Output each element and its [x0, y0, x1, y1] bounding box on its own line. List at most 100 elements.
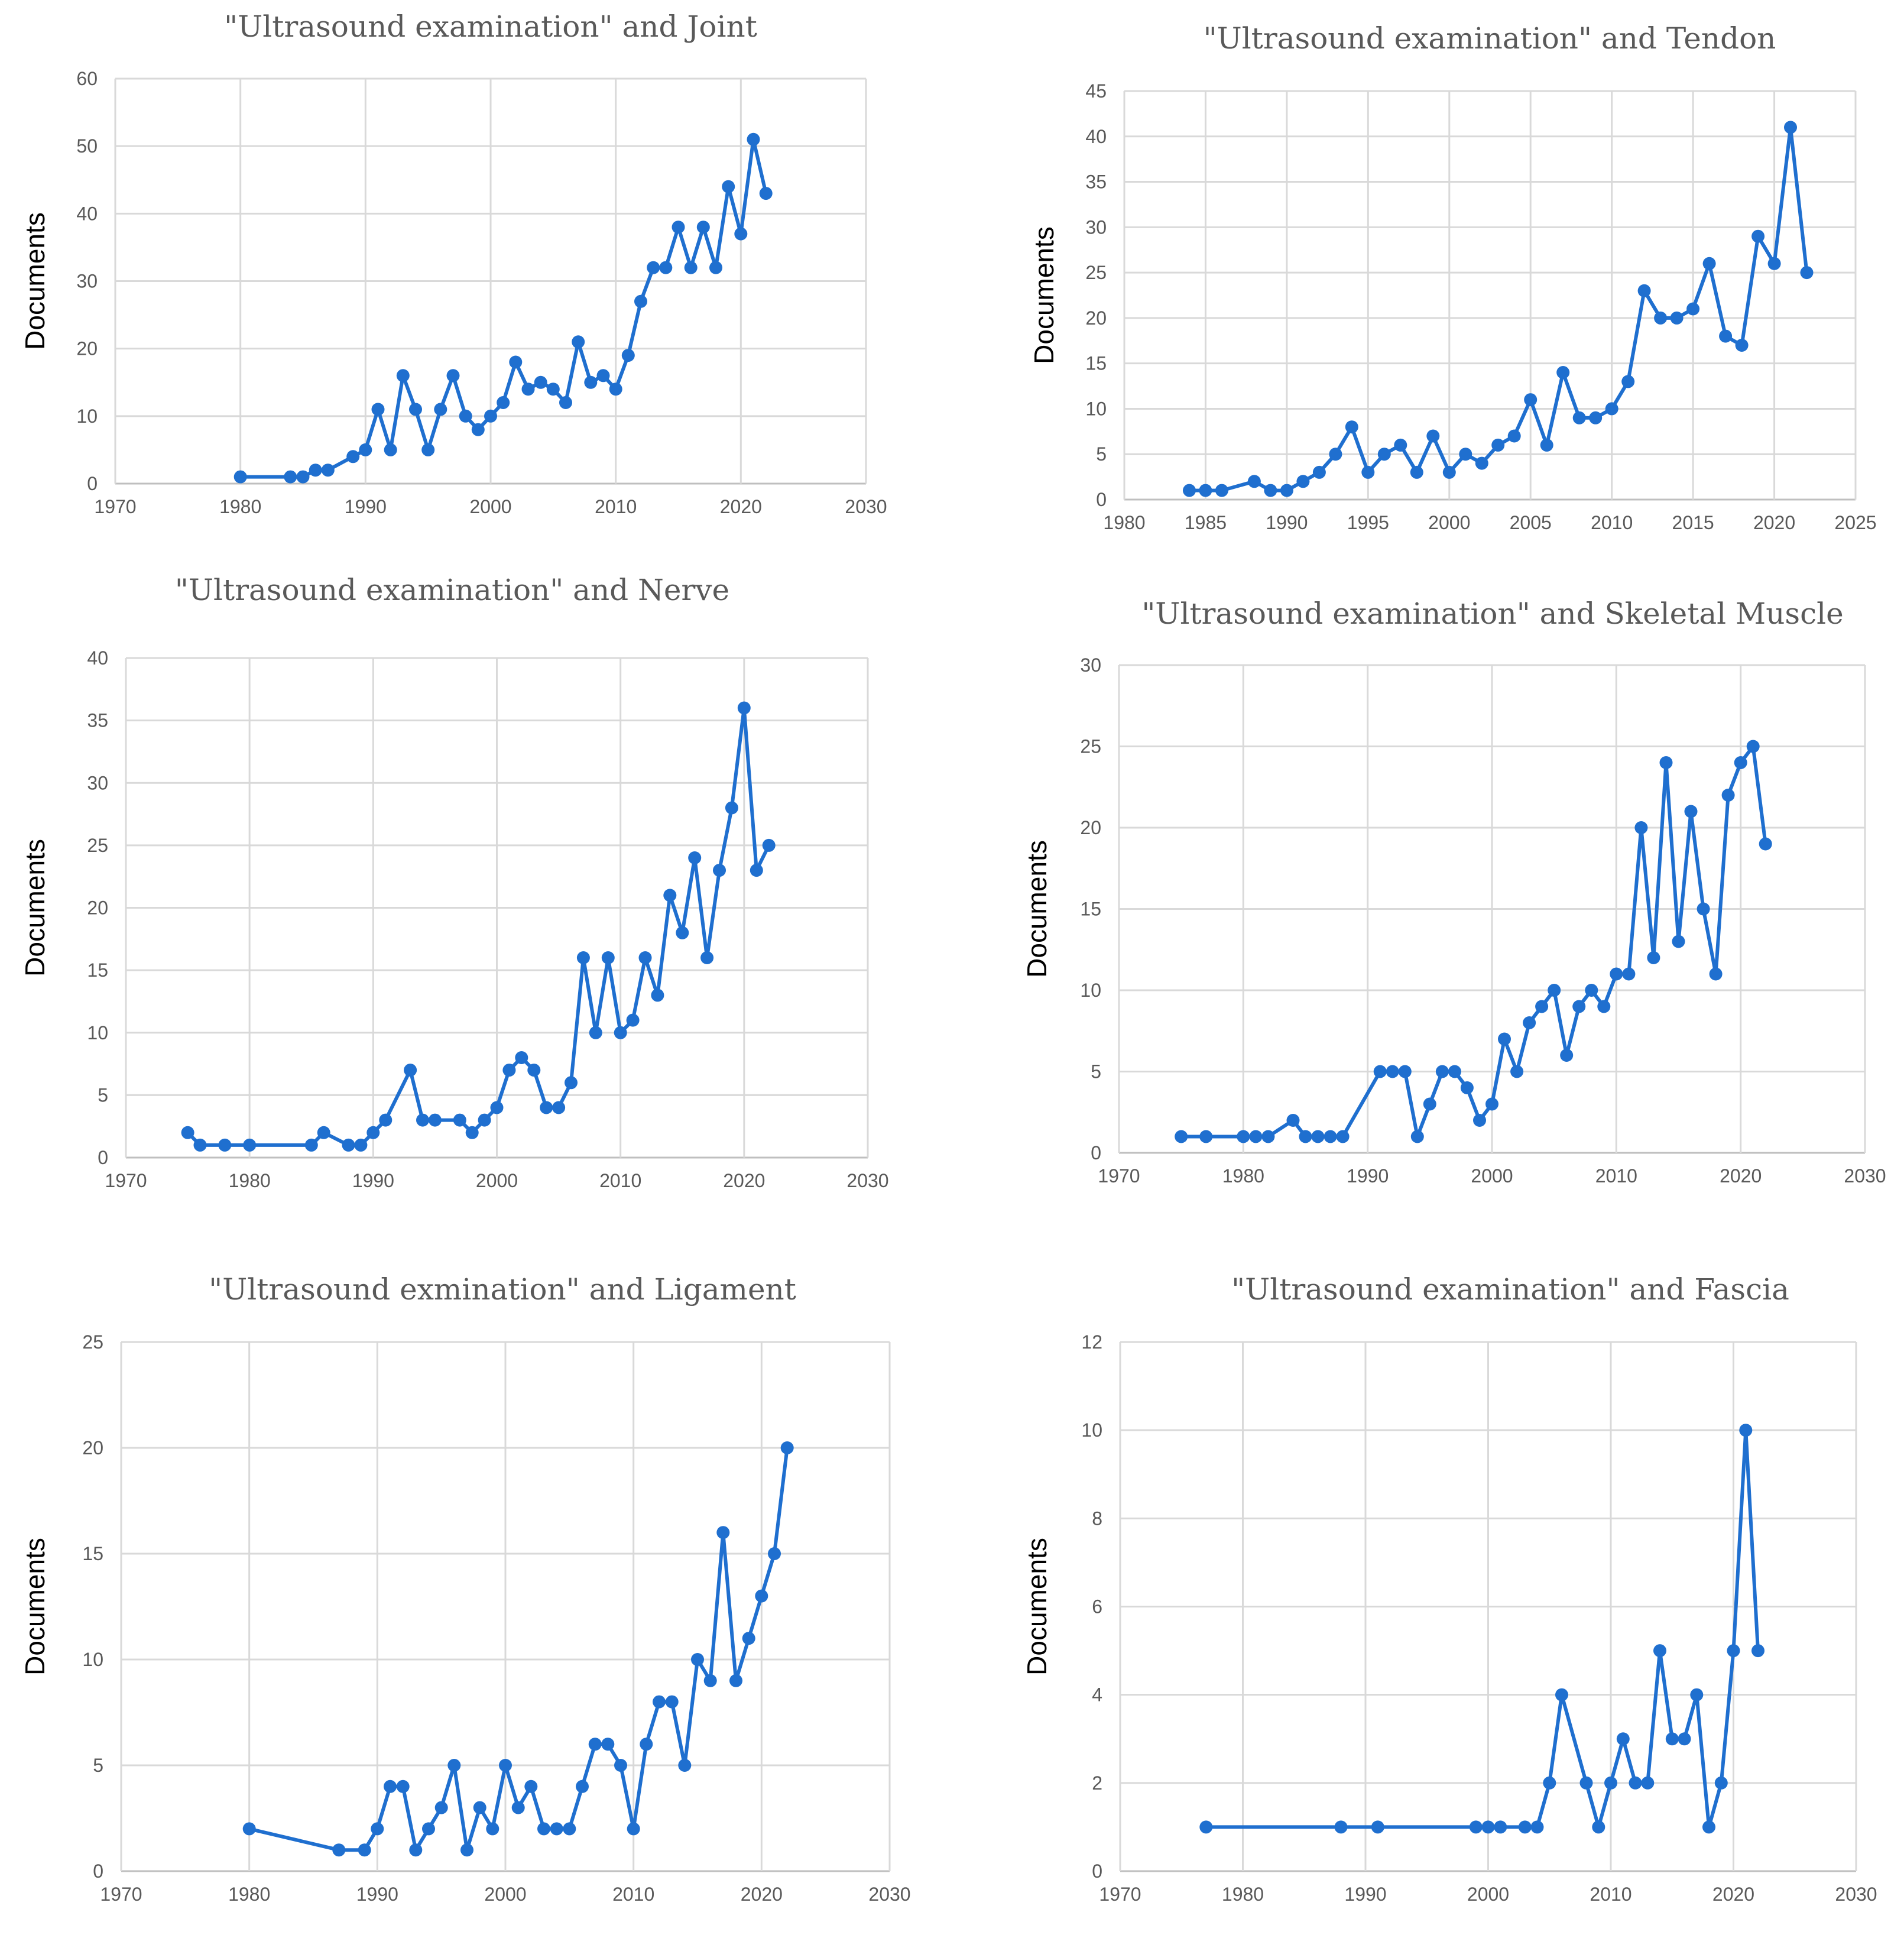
- x-tick-label: 2010: [612, 1884, 654, 1905]
- data-point: [1311, 1130, 1325, 1143]
- data-point: [309, 464, 322, 477]
- data-point: [193, 1138, 207, 1152]
- data-point: [1800, 266, 1814, 280]
- data-point: [540, 1101, 553, 1114]
- y-tick-label: 8: [1092, 1508, 1102, 1529]
- x-tick-label: 2030: [1835, 1884, 1877, 1905]
- data-point: [358, 1843, 371, 1857]
- data-point: [471, 423, 485, 436]
- data-point: [1377, 448, 1391, 461]
- data-point: [465, 1126, 479, 1139]
- x-tick-label: 1995: [1347, 512, 1389, 533]
- data-point: [1423, 1097, 1436, 1111]
- data-point: [647, 261, 660, 274]
- x-tick-label: 2020: [723, 1170, 765, 1191]
- data-point: [1653, 1644, 1666, 1658]
- x-tick-label: 2010: [1591, 512, 1633, 533]
- data-point: [1473, 1114, 1486, 1127]
- data-point: [1727, 1644, 1740, 1658]
- data-point: [499, 1759, 512, 1772]
- data-point: [502, 1064, 516, 1077]
- y-tick-label: 25: [87, 835, 108, 856]
- x-tick-label: 2030: [846, 1170, 888, 1191]
- x-tick-label: 2000: [469, 496, 511, 517]
- data-point: [1721, 789, 1735, 802]
- x-tick-label: 1990: [1344, 1884, 1386, 1905]
- data-point: [1448, 1065, 1461, 1078]
- y-axis-label: Documents: [1021, 840, 1052, 978]
- data-point: [181, 1126, 194, 1139]
- x-tick-label: 2020: [1720, 1165, 1762, 1187]
- x-tick-label: 2000: [1467, 1884, 1509, 1905]
- data-point: [511, 1801, 525, 1814]
- data-point: [684, 261, 698, 274]
- data-point: [332, 1843, 346, 1857]
- data-point: [651, 988, 664, 1002]
- x-tick-label: 1985: [1185, 512, 1227, 533]
- y-tick-label: 40: [87, 647, 108, 669]
- data-point: [552, 1101, 566, 1114]
- data-point: [1585, 984, 1598, 997]
- x-tick-label: 2000: [484, 1884, 526, 1905]
- data-point: [565, 1076, 578, 1090]
- y-tick-label: 25: [82, 1331, 103, 1353]
- data-point: [1702, 1820, 1715, 1834]
- data-point: [640, 1738, 653, 1751]
- data-point: [572, 335, 585, 349]
- data-point: [1751, 1644, 1764, 1658]
- data-point: [1334, 1820, 1348, 1834]
- y-axis-label: Documents: [20, 212, 50, 350]
- x-tick-label: 2005: [1510, 512, 1552, 533]
- data-point: [490, 1101, 504, 1114]
- data-point: [1572, 1000, 1586, 1013]
- y-tick-label: 25: [1085, 262, 1107, 283]
- data-point: [742, 1632, 755, 1645]
- data-point: [1459, 448, 1472, 461]
- data-point: [1264, 484, 1277, 497]
- data-point: [1507, 429, 1521, 443]
- data-point: [1622, 967, 1636, 981]
- data-point: [614, 1026, 627, 1039]
- data-point: [1735, 339, 1749, 352]
- data-point: [1697, 902, 1710, 916]
- data-point: [446, 369, 460, 383]
- data-point: [497, 396, 510, 409]
- data-point: [1702, 257, 1716, 270]
- y-tick-label: 20: [76, 338, 98, 359]
- data-point: [359, 443, 372, 456]
- data-point: [1605, 402, 1618, 416]
- data-point: [521, 383, 535, 396]
- y-tick-label: 35: [1085, 171, 1107, 193]
- chart-skeletal-muscle: "Ultrasound examination" and Skeletal Mu…: [1021, 597, 1886, 1187]
- data-point: [734, 227, 748, 241]
- data-point: [1491, 438, 1505, 452]
- x-tick-label: 2015: [1672, 512, 1714, 533]
- x-tick-label: 1970: [1099, 1884, 1141, 1905]
- data-point: [342, 1138, 355, 1152]
- data-point: [371, 403, 385, 416]
- y-tick-label: 12: [1081, 1331, 1102, 1353]
- data-point: [1336, 1130, 1350, 1143]
- data-point: [716, 1526, 730, 1539]
- y-tick-label: 30: [87, 772, 108, 793]
- data-point: [409, 1843, 423, 1857]
- y-tick-label: 15: [82, 1543, 103, 1564]
- y-tick-label: 10: [82, 1649, 103, 1670]
- data-point: [1684, 805, 1698, 818]
- y-tick-label: 20: [82, 1437, 103, 1458]
- data-point: [1469, 1820, 1483, 1834]
- x-tick-label: 1990: [356, 1884, 398, 1905]
- data-point: [663, 889, 677, 902]
- data-point: [550, 1822, 563, 1836]
- data-point: [404, 1064, 417, 1077]
- data-point: [691, 1653, 704, 1666]
- data-point: [1589, 411, 1603, 424]
- data-point: [780, 1441, 794, 1454]
- x-tick-label: 2030: [1844, 1165, 1886, 1187]
- x-tick-label: 2020: [1753, 512, 1795, 533]
- data-point: [409, 403, 422, 416]
- data-point: [321, 464, 335, 477]
- y-tick-label: 10: [1081, 1419, 1102, 1441]
- data-point: [621, 349, 635, 362]
- y-tick-label: 15: [1080, 899, 1101, 920]
